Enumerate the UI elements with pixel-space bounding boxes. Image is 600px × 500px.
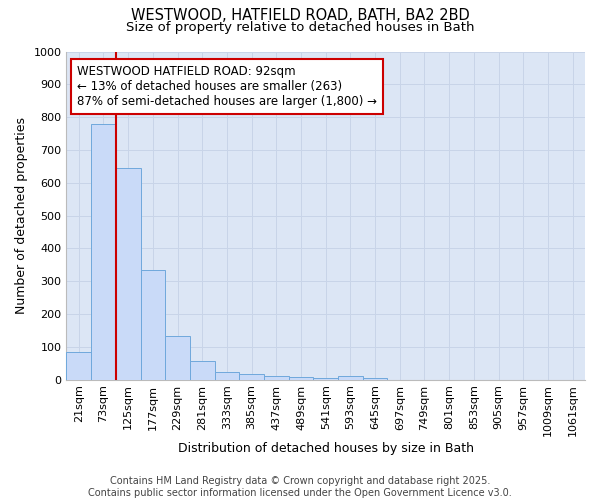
- Text: WESTWOOD HATFIELD ROAD: 92sqm
← 13% of detached houses are smaller (263)
87% of : WESTWOOD HATFIELD ROAD: 92sqm ← 13% of d…: [77, 64, 377, 108]
- Bar: [190, 360, 215, 380]
- Bar: [165, 336, 190, 380]
- Bar: [264, 376, 289, 380]
- Text: Size of property relative to detached houses in Bath: Size of property relative to detached ho…: [126, 21, 474, 34]
- Bar: [67, 352, 91, 380]
- X-axis label: Distribution of detached houses by size in Bath: Distribution of detached houses by size …: [178, 442, 474, 455]
- Bar: [140, 270, 165, 380]
- Y-axis label: Number of detached properties: Number of detached properties: [15, 117, 28, 314]
- Bar: [239, 374, 264, 380]
- Bar: [116, 168, 140, 380]
- Bar: [215, 372, 239, 380]
- Bar: [91, 124, 116, 380]
- Bar: [338, 376, 363, 380]
- Bar: [363, 378, 388, 380]
- Text: WESTWOOD, HATFIELD ROAD, BATH, BA2 2BD: WESTWOOD, HATFIELD ROAD, BATH, BA2 2BD: [131, 8, 469, 22]
- Bar: [289, 378, 313, 380]
- Bar: [313, 378, 338, 380]
- Text: Contains HM Land Registry data © Crown copyright and database right 2025.
Contai: Contains HM Land Registry data © Crown c…: [88, 476, 512, 498]
